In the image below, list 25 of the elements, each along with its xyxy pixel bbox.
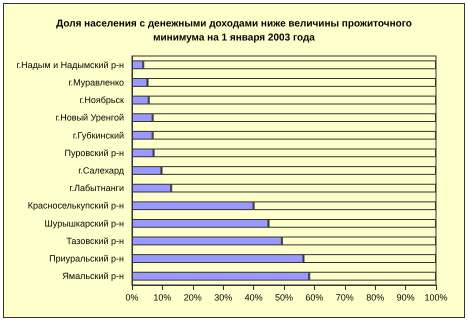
x-tick-label: 80% [366, 292, 384, 302]
x-tick-label: 30% [214, 292, 232, 302]
y-tick-label: Ямальский р-н [62, 271, 124, 282]
x-tick-label: 70% [336, 292, 354, 302]
y-tick-label: г.Губкинский [72, 130, 124, 140]
y-tick-label: Тазовский р-н [66, 236, 124, 246]
x-tick-label: 100% [424, 292, 448, 302]
x-tick-label: 10% [153, 292, 172, 302]
y-tick-label: г.Салехард [78, 166, 125, 176]
y-tick-label: Приуральский р-н [49, 254, 124, 264]
y-tick-label: г.Лабытнанги [69, 183, 124, 194]
y-tick-label: Красноселькупский р-н [28, 200, 124, 211]
y-tick-label: г.Муравленко [68, 77, 124, 88]
y-tick-label: г.Новый Уренгой [56, 112, 124, 123]
y-tick-label: Пуровский р-н [64, 148, 124, 158]
chart-title: Доля населения с денежными доходами ниже величины прожиточного минимума на 1 января 2003 года [56, 18, 412, 44]
x-tick-label: 0% [125, 292, 139, 302]
x-tick-label: 20% [184, 292, 202, 302]
x-tick-label: 60% [305, 292, 324, 302]
x-tick-label: 40% [244, 292, 263, 302]
y-tick-label: г.Ноябрьск [80, 95, 124, 106]
x-tick-label: 50% [274, 292, 294, 302]
y-tick-label: г.Надым и Надымский р-н [16, 60, 124, 70]
y-tick-label: Шурышкарский р-н [44, 218, 124, 228]
x-tick-label: 90% [396, 292, 415, 302]
